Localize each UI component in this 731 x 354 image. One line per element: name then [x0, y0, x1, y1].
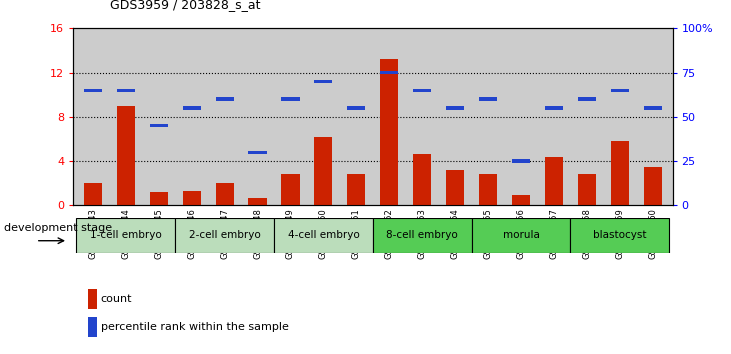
Bar [644, 106, 662, 110]
Bar [577, 175, 596, 205]
Bar [347, 175, 366, 205]
Bar [281, 97, 300, 101]
Text: morula: morula [503, 230, 539, 240]
Bar [512, 159, 530, 163]
Bar [570, 218, 669, 253]
Bar [545, 106, 563, 110]
Text: GDS3959 / 203828_s_at: GDS3959 / 203828_s_at [110, 0, 260, 11]
Bar [611, 88, 629, 92]
Bar [479, 175, 497, 205]
Bar [281, 175, 300, 205]
Bar [611, 141, 629, 205]
Bar [479, 97, 497, 101]
Bar [117, 106, 135, 205]
Bar [84, 183, 102, 205]
Text: percentile rank within the sample: percentile rank within the sample [101, 322, 289, 332]
Bar [88, 289, 96, 309]
Bar [413, 154, 431, 205]
Bar [380, 71, 398, 74]
Bar [577, 97, 596, 101]
Bar [84, 88, 102, 92]
Bar [77, 218, 175, 253]
Bar [314, 137, 333, 205]
Text: 2-cell embryo: 2-cell embryo [189, 230, 260, 240]
Bar [545, 156, 563, 205]
Bar [274, 218, 373, 253]
Bar [644, 167, 662, 205]
Bar [88, 317, 96, 337]
Text: development stage: development stage [4, 223, 112, 233]
Bar [380, 59, 398, 205]
Bar [249, 150, 267, 154]
Text: 1-cell embryo: 1-cell embryo [90, 230, 162, 240]
Text: count: count [101, 294, 132, 304]
Bar [183, 191, 201, 205]
Bar [216, 183, 234, 205]
Bar [117, 88, 135, 92]
Text: 8-cell embryo: 8-cell embryo [387, 230, 458, 240]
Bar [471, 218, 570, 253]
Text: blastocyst: blastocyst [593, 230, 647, 240]
Bar [413, 88, 431, 92]
Bar [216, 97, 234, 101]
Bar [183, 106, 201, 110]
Bar [373, 218, 471, 253]
Bar [347, 106, 366, 110]
Bar [512, 195, 530, 205]
Text: 4-cell embryo: 4-cell embryo [287, 230, 359, 240]
Bar [175, 218, 274, 253]
Bar [446, 106, 464, 110]
Bar [249, 198, 267, 205]
Bar [314, 80, 333, 83]
Bar [150, 124, 168, 127]
Bar [150, 192, 168, 205]
Bar [446, 170, 464, 205]
